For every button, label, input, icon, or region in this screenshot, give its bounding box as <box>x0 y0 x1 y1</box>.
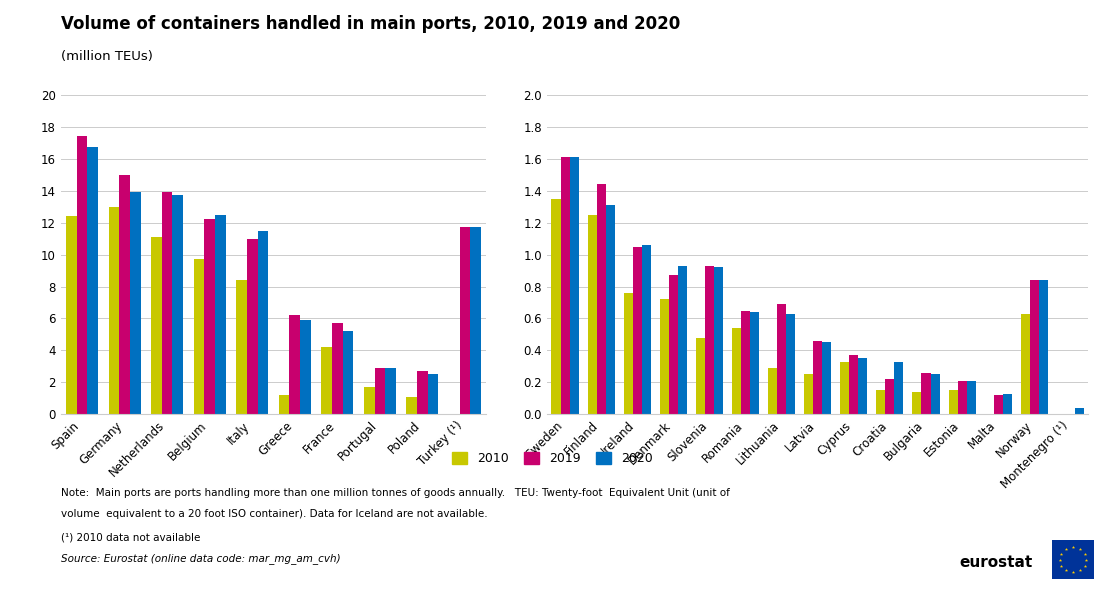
Bar <box>606 205 614 414</box>
Bar <box>364 387 375 414</box>
Bar <box>375 368 386 414</box>
Bar <box>119 175 130 414</box>
Bar <box>386 368 396 414</box>
Bar <box>894 362 904 414</box>
Legend: 2010, 2019, 2020: 2010, 2019, 2020 <box>448 448 657 470</box>
Bar <box>922 373 930 414</box>
Bar <box>804 374 813 414</box>
Bar <box>822 342 831 414</box>
Bar <box>343 332 354 414</box>
Bar <box>786 314 796 414</box>
Bar <box>813 341 822 414</box>
Bar <box>732 328 741 414</box>
Text: (million TEUs): (million TEUs) <box>61 50 152 63</box>
Bar <box>87 147 98 414</box>
Bar <box>633 246 642 414</box>
Bar <box>677 266 687 414</box>
Bar <box>569 157 579 414</box>
Bar <box>850 355 859 414</box>
Bar <box>1002 394 1012 414</box>
Bar <box>246 239 257 414</box>
Bar <box>76 136 87 414</box>
Bar <box>750 312 759 414</box>
Bar <box>588 214 597 414</box>
Bar <box>958 381 967 414</box>
Bar <box>623 293 633 414</box>
Bar <box>290 316 301 414</box>
Text: Volume of containers handled in main ports, 2010, 2019 and 2020: Volume of containers handled in main por… <box>61 15 680 33</box>
Bar <box>332 323 343 414</box>
Bar <box>471 227 481 414</box>
Text: (¹) 2010 data not available: (¹) 2010 data not available <box>61 533 200 543</box>
Bar <box>215 214 225 414</box>
Bar <box>108 207 119 414</box>
Bar <box>714 268 723 414</box>
Bar <box>660 300 669 414</box>
Bar <box>193 259 204 414</box>
Text: Note:  Main ports are ports handling more than one million tonnes of goods annua: Note: Main ports are ports handling more… <box>61 488 729 498</box>
Bar <box>885 379 894 414</box>
Bar <box>777 304 786 414</box>
Bar <box>1075 408 1084 414</box>
Bar <box>322 348 332 414</box>
Bar <box>151 237 161 414</box>
Bar <box>161 192 172 414</box>
Bar <box>417 371 428 414</box>
Bar <box>597 184 606 414</box>
Bar <box>993 395 1002 414</box>
Bar <box>278 395 290 414</box>
Bar <box>560 157 569 414</box>
Bar <box>1030 280 1039 414</box>
Bar <box>669 275 677 414</box>
Bar <box>948 391 958 414</box>
Bar <box>551 198 560 414</box>
Bar <box>930 374 939 414</box>
Text: eurostat: eurostat <box>959 555 1032 570</box>
Bar <box>642 245 651 414</box>
Bar <box>301 320 311 414</box>
Text: Source: Eurostat (online data code: mar_mg_am_cvh): Source: Eurostat (online data code: mar_… <box>61 554 340 564</box>
Bar <box>172 195 183 414</box>
Bar <box>428 374 439 414</box>
Bar <box>1039 280 1048 414</box>
Bar <box>66 216 76 414</box>
Bar <box>236 280 246 414</box>
Bar <box>130 192 140 414</box>
Bar <box>840 362 850 414</box>
Bar <box>913 392 922 414</box>
Bar <box>407 397 417 414</box>
Bar <box>460 227 471 414</box>
Bar <box>741 310 750 414</box>
Text: volume  equivalent to a 20 foot ISO container). Data for Iceland are not availab: volume equivalent to a 20 foot ISO conta… <box>61 509 487 519</box>
Bar <box>768 368 777 414</box>
Bar <box>204 220 215 414</box>
Bar <box>257 230 269 414</box>
Bar <box>859 358 867 414</box>
Bar <box>1021 314 1030 414</box>
Bar <box>696 337 705 414</box>
Bar <box>876 391 885 414</box>
Bar <box>967 381 976 414</box>
Bar <box>705 266 714 414</box>
